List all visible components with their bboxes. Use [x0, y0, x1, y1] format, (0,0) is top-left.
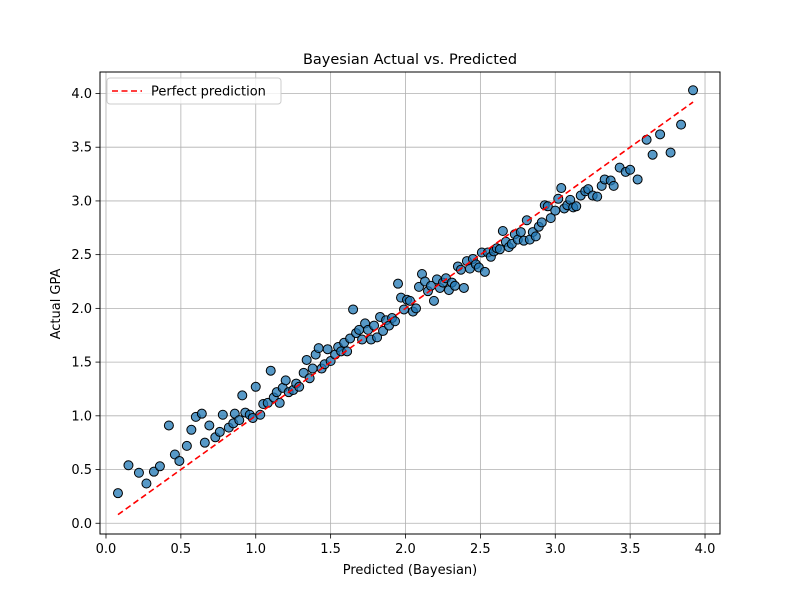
x-tick-label: 2.0	[395, 542, 416, 557]
data-point	[133, 467, 144, 478]
axis-ticks: 0.0 0.5 1.0 1.5 2.0 2.5 3.0 3.5 4.0 0.0 0.5 1.0 1.5 2…	[71, 87, 715, 557]
x-tick-label: 3.5	[620, 542, 641, 557]
data-point	[410, 303, 421, 314]
data-point	[141, 478, 152, 489]
data-point	[265, 365, 276, 376]
data-point	[322, 344, 333, 355]
y-tick-label: 1.0	[71, 409, 92, 424]
data-point	[655, 129, 666, 140]
data-point	[112, 488, 123, 499]
data-point	[665, 147, 676, 158]
x-tick-label: 1.5	[320, 542, 341, 557]
data-point	[234, 415, 245, 426]
reference-line-layer	[117, 101, 694, 516]
plot-frame	[99, 71, 721, 535]
data-point	[217, 409, 228, 420]
data-point	[592, 191, 603, 202]
data-point	[294, 381, 305, 392]
data-point	[154, 461, 165, 472]
data-point	[428, 295, 439, 306]
data-point	[571, 201, 582, 212]
x-axis-label: Predicted (Bayesian)	[343, 563, 477, 578]
y-tick-label: 2.0	[71, 302, 92, 317]
data-point	[181, 440, 192, 451]
data-point	[641, 134, 652, 145]
data-point	[348, 304, 359, 315]
data-point	[372, 332, 383, 343]
data-point	[625, 164, 636, 175]
legend-box	[106, 77, 282, 105]
data-point	[545, 213, 556, 224]
y-tick-label: 1.5	[71, 356, 92, 371]
data-point	[237, 390, 248, 401]
data-point	[163, 420, 174, 431]
x-tick-label: 3.0	[545, 542, 566, 557]
data-point	[307, 363, 318, 374]
data-point	[556, 183, 567, 194]
y-tick-label: 3.5	[71, 141, 92, 156]
data-point	[688, 85, 699, 96]
data-point	[196, 408, 207, 419]
data-point	[536, 217, 547, 228]
y-tick-label: 0.0	[71, 517, 92, 532]
data-point	[123, 460, 134, 471]
data-point	[647, 149, 658, 160]
y-tick-label: 0.5	[71, 463, 92, 478]
data-point	[313, 343, 324, 354]
data-point	[479, 266, 490, 277]
x-tick-label: 1.0	[245, 542, 266, 557]
y-axis-label: Actual GPA	[49, 268, 64, 339]
data-point	[530, 231, 541, 242]
data-point	[515, 227, 526, 238]
data-point	[458, 282, 469, 293]
data-point	[274, 397, 285, 408]
data-point	[449, 280, 460, 291]
data-point	[393, 278, 404, 289]
data-point	[497, 226, 508, 237]
legend: Perfect prediction	[106, 77, 282, 105]
data-point	[455, 264, 466, 275]
data-point	[214, 426, 225, 437]
data-point	[174, 455, 185, 466]
data-point	[199, 437, 210, 448]
data-point	[301, 354, 312, 365]
x-tick-label: 0.0	[96, 542, 117, 557]
x-tick-label: 2.5	[470, 542, 491, 557]
y-tick-label: 3.0	[71, 194, 92, 209]
data-point	[250, 381, 261, 392]
legend-label: Perfect prediction	[151, 85, 266, 100]
y-tick-label: 4.0	[71, 87, 92, 102]
data-point	[280, 375, 291, 386]
data-point	[255, 409, 266, 420]
data-point	[405, 295, 415, 306]
x-tick-label: 4.0	[695, 542, 716, 557]
data-point	[494, 244, 505, 255]
chart-title: Bayesian Actual vs. Predicted	[303, 52, 517, 68]
data-point	[186, 424, 197, 435]
data-point	[632, 174, 643, 185]
y-tick-label: 2.5	[71, 248, 92, 263]
data-point	[342, 346, 353, 357]
data-point	[676, 119, 687, 130]
data-point	[204, 420, 215, 431]
data-point	[550, 205, 561, 216]
data-point	[390, 316, 401, 327]
data-point	[521, 215, 532, 226]
data-point	[608, 180, 619, 191]
x-tick-label: 0.5	[171, 542, 192, 557]
perfect-prediction-line	[117, 101, 694, 516]
